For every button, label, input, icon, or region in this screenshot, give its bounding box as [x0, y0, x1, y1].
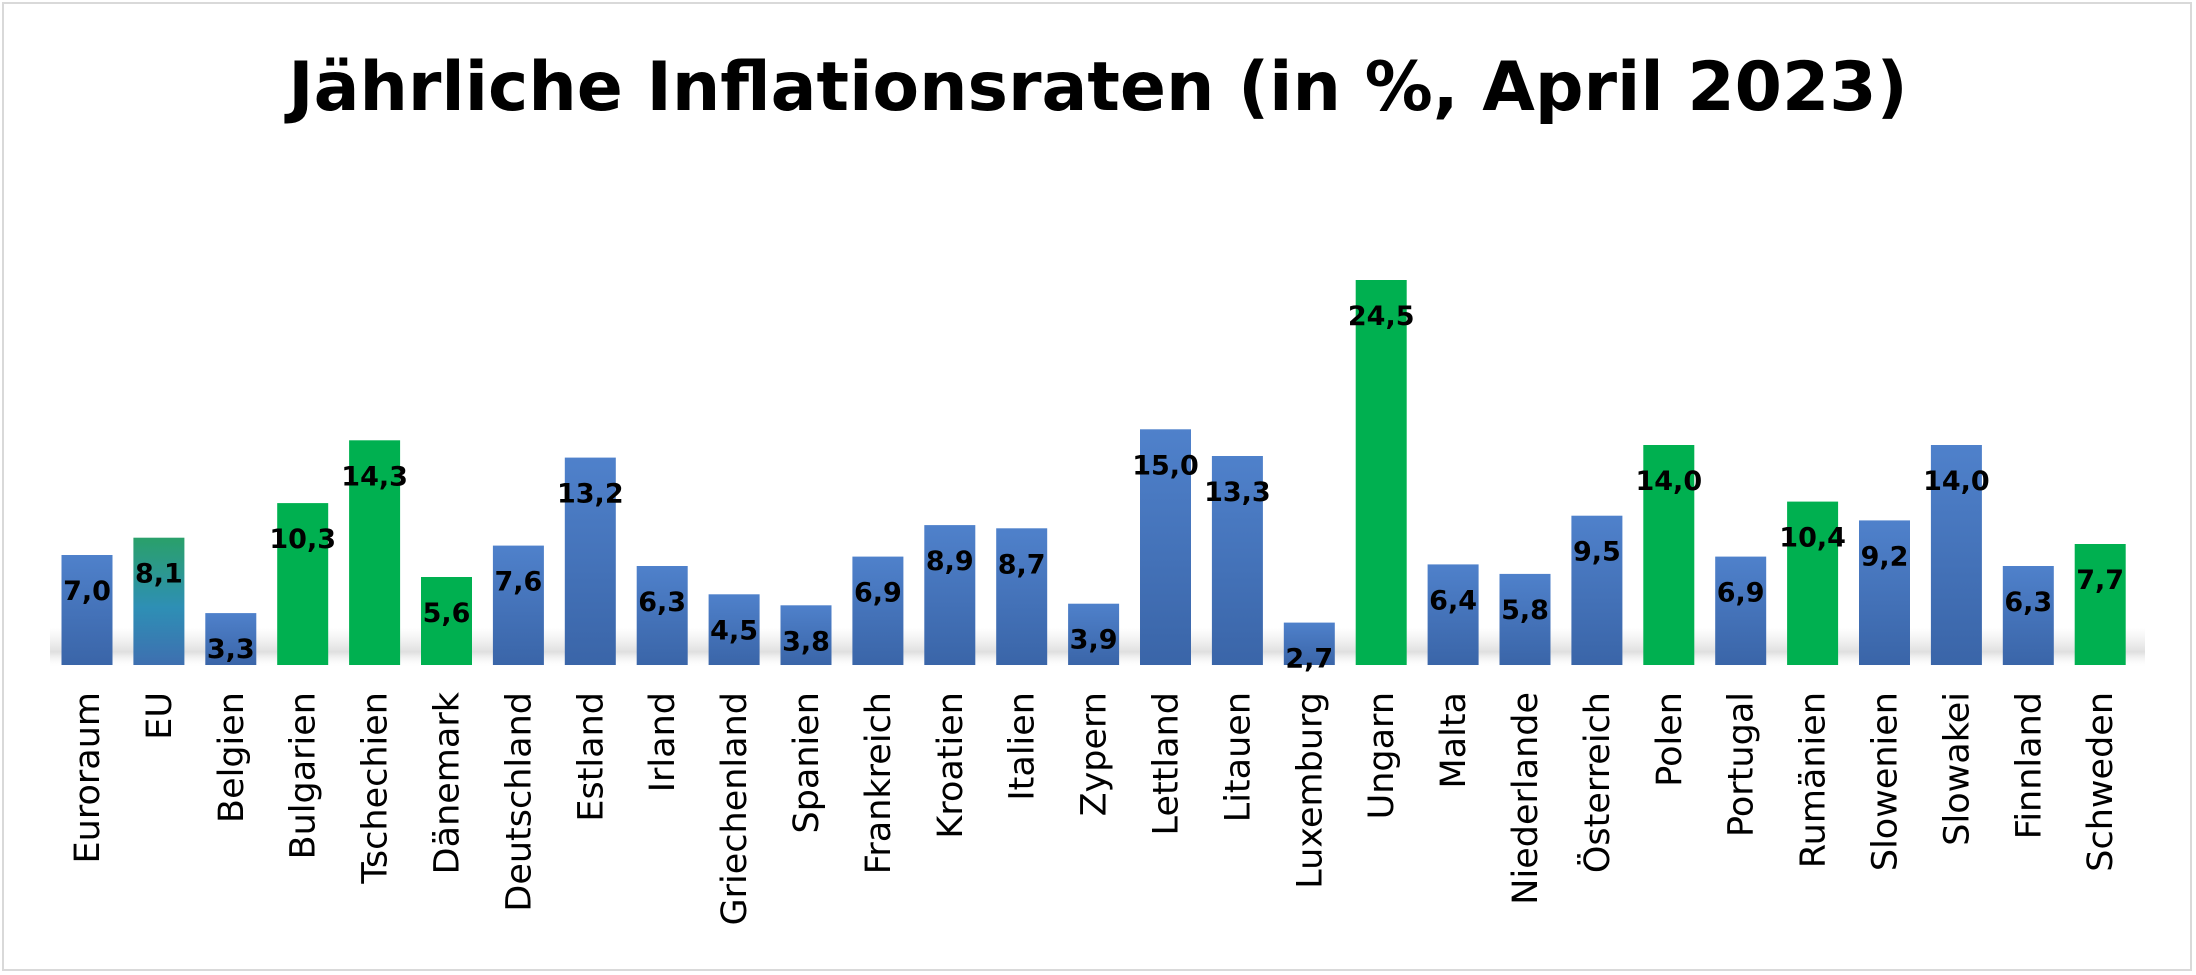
data-label-1: 8,1 — [135, 559, 183, 590]
bars-group — [61, 280, 2126, 665]
data-label-18: 24,5 — [1348, 301, 1415, 332]
bar-16 — [1211, 456, 1263, 665]
bar-17 — [1283, 622, 1335, 665]
bar-4 — [349, 440, 401, 665]
bar-5 — [421, 577, 472, 665]
data-label-15: 15,0 — [1132, 450, 1199, 481]
category-label-20: Niederlande — [1506, 692, 1546, 905]
data-label-25: 9,2 — [1861, 541, 1909, 572]
data-label-8: 6,3 — [638, 587, 686, 618]
data-label-4: 14,3 — [341, 461, 408, 492]
data-label-3: 10,3 — [269, 524, 336, 555]
category-label-27: Finnland — [2009, 692, 2049, 839]
bar-6 — [492, 545, 544, 665]
category-label-17: Luxemburg — [1290, 692, 1330, 889]
data-label-22: 14,0 — [1635, 466, 1702, 497]
bar-12 — [924, 525, 976, 665]
data-label-7: 13,2 — [557, 479, 624, 510]
category-label-12: Kroatien — [931, 692, 971, 839]
category-label-8: Irland — [643, 692, 683, 792]
data-label-23: 6,9 — [1717, 578, 1765, 609]
bar-19 — [1427, 564, 1479, 665]
data-label-10: 3,8 — [782, 626, 830, 657]
data-label-20: 5,8 — [1501, 595, 1549, 626]
bar-2 — [205, 613, 257, 665]
chart-title: Jährliche Inflationsraten (in %, April 2… — [288, 48, 1908, 127]
data-label-21: 9,5 — [1573, 537, 1621, 568]
bar-3 — [277, 503, 329, 665]
category-label-9: Griechenland — [715, 692, 755, 925]
bar-11 — [852, 556, 904, 665]
data-label-17: 2,7 — [1285, 644, 1333, 675]
category-label-13: Italien — [1003, 692, 1043, 801]
bar-15 — [1140, 429, 1191, 665]
data-label-16: 13,3 — [1204, 477, 1271, 508]
category-label-14: Zypern — [1075, 692, 1115, 816]
value-labels-group: 7,0 8,1 3,3 10,3 14,3 5,6 7,6 13,2 6,3 4,5 3,8 6,9 8… — [63, 301, 2124, 675]
data-label-11: 6,9 — [854, 578, 902, 609]
category-label-3: Bulgarien — [284, 692, 324, 859]
data-label-12: 8,9 — [926, 546, 974, 577]
bar-24 — [1787, 501, 1839, 665]
bar-14 — [1068, 603, 1120, 665]
bar-9 — [708, 594, 760, 665]
data-label-24: 10,4 — [1779, 523, 1846, 554]
data-label-6: 7,6 — [494, 567, 542, 598]
category-label-25: Slowenien — [1866, 692, 1906, 871]
category-label-1: EU — [140, 692, 180, 740]
bar-25 — [1859, 520, 1910, 665]
bar-21 — [1571, 515, 1623, 665]
bar-13 — [996, 528, 1048, 665]
category-label-26: Slowakei — [1937, 692, 1977, 846]
bar-1 — [133, 537, 185, 665]
data-label-28: 7,7 — [2076, 565, 2124, 596]
category-label-6: Deutschland — [499, 692, 539, 912]
data-label-14: 3,9 — [1070, 625, 1118, 656]
bar-28 — [2074, 544, 2126, 665]
category-label-11: Frankreich — [859, 692, 899, 874]
bar-18 — [1355, 280, 1407, 665]
category-label-7: Estland — [571, 692, 611, 822]
bar-20 — [1499, 573, 1551, 665]
data-label-5: 5,6 — [423, 598, 471, 629]
category-labels-group: Euroraum EU Belgien Bulgarien Tschechien Däne… — [68, 691, 2121, 925]
data-label-27: 6,3 — [2004, 587, 2052, 618]
bar-22 — [1643, 445, 1695, 665]
bar-27 — [2002, 566, 2054, 665]
category-label-5: Dänemark — [428, 691, 468, 874]
bar-23 — [1715, 556, 1767, 665]
bar-0 — [61, 555, 113, 665]
category-label-15: Lettland — [1147, 692, 1187, 835]
data-label-2: 3,3 — [207, 634, 255, 665]
category-label-23: Portugal — [1722, 692, 1762, 837]
category-label-28: Schweden — [2081, 692, 2121, 872]
category-label-19: Malta — [1434, 692, 1474, 789]
category-label-4: Tschechien — [356, 692, 396, 885]
category-label-22: Polen — [1650, 692, 1690, 787]
category-label-21: Österreich — [1576, 692, 1618, 873]
bar-10 — [780, 605, 832, 665]
data-label-9: 4,5 — [710, 615, 758, 646]
category-label-10: Spanien — [787, 692, 827, 834]
category-label-0: Euroraum — [68, 692, 108, 863]
category-label-24: Rumänien — [1794, 692, 1834, 868]
data-label-0: 7,0 — [63, 576, 111, 607]
bar-8 — [636, 566, 688, 665]
data-label-13: 8,7 — [998, 549, 1046, 580]
data-label-19: 6,4 — [1429, 585, 1477, 616]
bar-26 — [1930, 445, 1982, 665]
data-label-26: 14,0 — [1923, 466, 1990, 497]
category-label-18: Ungarn — [1362, 692, 1402, 819]
category-label-2: Belgien — [212, 692, 252, 823]
category-label-16: Litauen — [1218, 692, 1258, 822]
bar-7 — [564, 457, 616, 665]
